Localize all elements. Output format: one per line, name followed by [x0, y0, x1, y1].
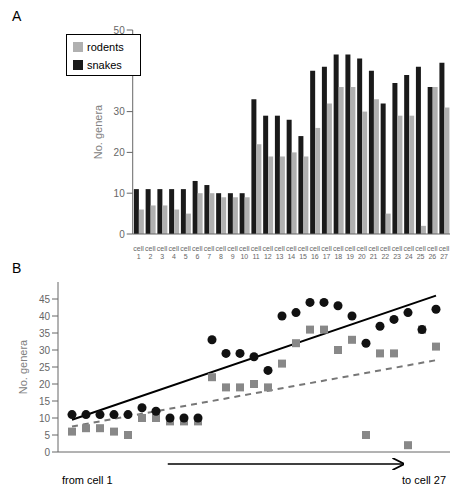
svg-text:cell9: cell9	[227, 245, 238, 260]
svg-text:20: 20	[114, 147, 126, 158]
svg-text:cell26: cell26	[427, 245, 438, 260]
svg-text:cell15: cell15	[298, 245, 309, 260]
svg-text:cell19: cell19	[345, 245, 356, 260]
svg-text:10: 10	[39, 413, 51, 424]
svg-text:cell18: cell18	[333, 245, 344, 260]
svg-text:cell14: cell14	[286, 245, 297, 260]
svg-text:cell20: cell20	[357, 245, 368, 260]
svg-text:15: 15	[39, 396, 51, 407]
svg-text:cell5: cell5	[180, 245, 191, 260]
svg-text:No. genera: No. genera	[92, 104, 104, 159]
svg-text:40: 40	[39, 311, 51, 322]
svg-text:cell2: cell2	[145, 245, 156, 260]
svg-text:cell23: cell23	[392, 245, 403, 260]
svg-text:40: 40	[114, 65, 126, 76]
svg-text:cell10: cell10	[239, 245, 250, 260]
svg-text:cell11: cell11	[251, 245, 262, 260]
svg-text:50: 50	[114, 25, 126, 36]
svg-text:to cell 27: to cell 27	[402, 474, 446, 486]
svg-text:35: 35	[39, 328, 51, 339]
svg-text:0: 0	[44, 447, 50, 456]
svg-text:cell3: cell3	[157, 245, 168, 260]
svg-text:20: 20	[39, 379, 51, 390]
svg-text:cell25: cell25	[415, 245, 426, 260]
svg-text:cell27: cell27	[439, 245, 450, 260]
svg-text:cell1: cell1	[133, 245, 144, 260]
svg-text:cell13: cell13	[274, 245, 285, 260]
svg-text:cell22: cell22	[380, 245, 391, 260]
svg-text:from cell 1: from cell 1	[62, 474, 113, 486]
svg-text:cell6: cell6	[192, 245, 203, 260]
svg-text:cell7: cell7	[204, 245, 215, 260]
svg-text:30: 30	[114, 106, 126, 117]
svg-text:cell16: cell16	[310, 245, 321, 260]
svg-text:25: 25	[39, 362, 51, 373]
svg-text:5: 5	[44, 430, 50, 441]
svg-text:10: 10	[114, 188, 126, 199]
svg-text:cell17: cell17	[321, 245, 332, 260]
svg-text:cell8: cell8	[216, 245, 227, 260]
svg-text:cell12: cell12	[263, 245, 274, 260]
svg-text:No. genera: No. genera	[17, 339, 29, 394]
svg-text:30: 30	[39, 345, 51, 356]
svg-text:0: 0	[119, 229, 125, 240]
svg-text:cell4: cell4	[169, 245, 180, 260]
svg-text:cell21: cell21	[368, 245, 379, 260]
svg-text:cell24: cell24	[404, 245, 415, 260]
svg-text:45: 45	[39, 294, 51, 305]
